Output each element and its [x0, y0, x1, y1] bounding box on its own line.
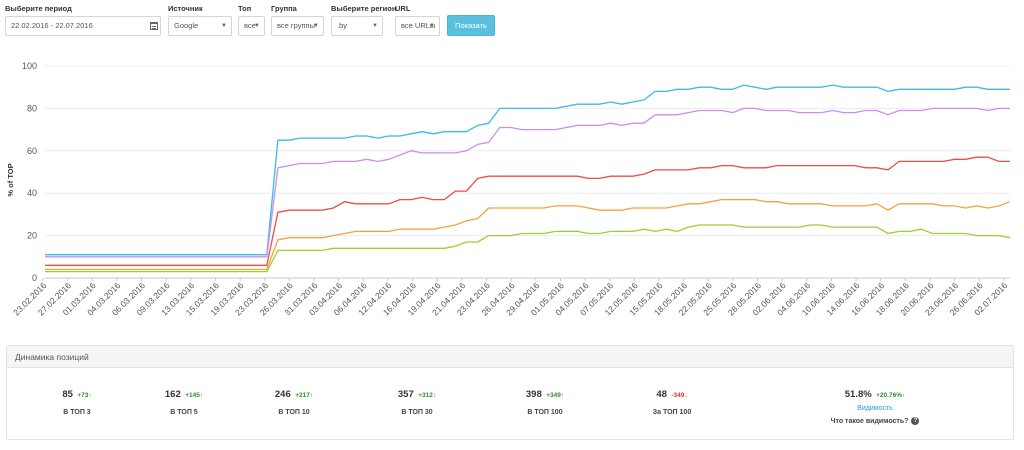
group-value: все группы — [277, 21, 315, 30]
dynamics-panel: Динамика позиций 85 +73↑ В ТОП 3 162 +14… — [6, 345, 1014, 440]
series-line-0 — [45, 84, 1010, 256]
top-value: все — [244, 21, 256, 30]
region-label: Выберите регион — [331, 4, 397, 13]
stat-value: 246 — [274, 389, 291, 400]
chart-grid — [45, 65, 1010, 279]
stat-top3: 85 +73↑ — [27, 384, 127, 402]
top-label: Топ — [238, 4, 252, 13]
stat-out-top100: 48 -349↓ — [622, 384, 722, 402]
stat-label: В ТОП 5 — [170, 409, 198, 416]
visibility-question[interactable]: Что такое видимость?? — [825, 417, 925, 425]
chevron-down-icon: ▼ — [221, 23, 227, 29]
arrow-up-icon: ↑ — [199, 392, 204, 399]
stat-delta: +312 — [418, 392, 433, 399]
visibility-value: 51.8% — [844, 389, 872, 400]
stat-value: 162 — [164, 389, 181, 400]
stat-label: В ТОП 100 — [527, 409, 563, 416]
group-select[interactable]: все группы ▼ — [271, 16, 324, 36]
stat-value: 398 — [525, 389, 542, 400]
y-tick-label: 40 — [27, 188, 37, 198]
stat-value: 85 — [62, 389, 73, 400]
y-tick-label: 100 — [22, 61, 37, 71]
top-select[interactable]: все ▼ — [238, 16, 265, 36]
stat-value: 48 — [656, 389, 667, 400]
calendar-icon — [150, 22, 158, 30]
group-label: Группа — [271, 4, 297, 13]
region-value: .by — [337, 21, 348, 30]
visibility-question-text: Что такое видимость? — [830, 417, 909, 425]
stat-delta: +73 — [77, 392, 89, 399]
filter-bar: Выберите период 22.02.2016 - 22.07.2016 … — [0, 0, 1024, 40]
chart-series — [45, 84, 1011, 273]
y-tick-label: 60 — [27, 146, 37, 156]
stat-top10: 246 +217↑ — [244, 384, 344, 402]
region-select[interactable]: .by ▼ — [331, 16, 383, 36]
arrow-up-icon: ↑ — [309, 392, 314, 399]
arrow-up-icon: ↑ — [560, 392, 565, 399]
visibility-link[interactable]: Видимость — [857, 405, 893, 412]
stat-label: За ТОП 100 — [652, 409, 692, 416]
stat-delta: -349 — [671, 392, 685, 399]
stat-value: 357 — [397, 389, 414, 400]
chevron-down-icon: ▼ — [429, 23, 435, 29]
series-line-4 — [45, 224, 1011, 273]
stat-delta: +217 — [295, 392, 310, 399]
period-input[interactable]: 22.02.2016 - 22.07.2016 — [5, 16, 161, 36]
url-select[interactable]: все URLы ▼ — [395, 16, 440, 36]
arrow-up-icon: ↑ — [901, 392, 906, 399]
show-button[interactable]: Показать — [447, 15, 495, 36]
y-tick-label: 20 — [27, 231, 37, 241]
y-axis-ticks: 0 20 40 60 80 100 — [22, 61, 37, 283]
series-line-2 — [45, 156, 1010, 266]
stat-delta: +145 — [185, 392, 200, 399]
series-line-3 — [45, 198, 1011, 271]
y-tick-label: 80 — [27, 103, 37, 113]
series-line-1 — [45, 107, 1010, 258]
arrow-up-icon: ↑ — [432, 392, 437, 399]
stat-label: В ТОП 10 — [278, 409, 310, 416]
question-circle-icon[interactable]: ? — [911, 417, 920, 425]
y-tick-label: 0 — [32, 273, 37, 283]
arrow-down-icon: ↓ — [684, 392, 688, 399]
chevron-down-icon: ▼ — [313, 23, 319, 29]
stat-top30: 357 +312↑ — [367, 384, 467, 402]
positions-chart: 0 20 40 60 80 100 % of TOP 23.02.201627.02.20… — [6, 61, 1011, 317]
source-label: Источник — [168, 4, 203, 13]
source-select[interactable]: Google ▼ — [168, 16, 232, 36]
chevron-down-icon: ▼ — [372, 23, 378, 29]
arrow-up-icon: ↑ — [88, 392, 92, 399]
stat-delta: +349 — [546, 392, 561, 399]
stat-top5: 162 +145↑ — [134, 384, 234, 402]
dynamics-title: Динамика позиций — [7, 346, 1013, 368]
source-value: Google — [174, 21, 199, 30]
period-label: Выберите период — [5, 4, 72, 13]
x-axis-ticks: 23.02.201627.02.201601.03.201604.03.2016… — [11, 278, 1010, 317]
calendar-button[interactable] — [147, 16, 161, 36]
chevron-down-icon: ▼ — [254, 23, 260, 29]
stat-visibility: 51.8% +20.76%↑ — [825, 384, 925, 402]
y-axis-label: % of TOP — [6, 163, 15, 196]
url-label: URL — [395, 4, 411, 13]
stat-top100: 398 +349↑ — [495, 384, 595, 402]
url-value: все URLы — [401, 21, 436, 30]
stat-label: В ТОП 30 — [401, 409, 433, 416]
stat-label: В ТОП 3 — [63, 409, 91, 416]
visibility-delta: +20.76% — [876, 392, 902, 399]
